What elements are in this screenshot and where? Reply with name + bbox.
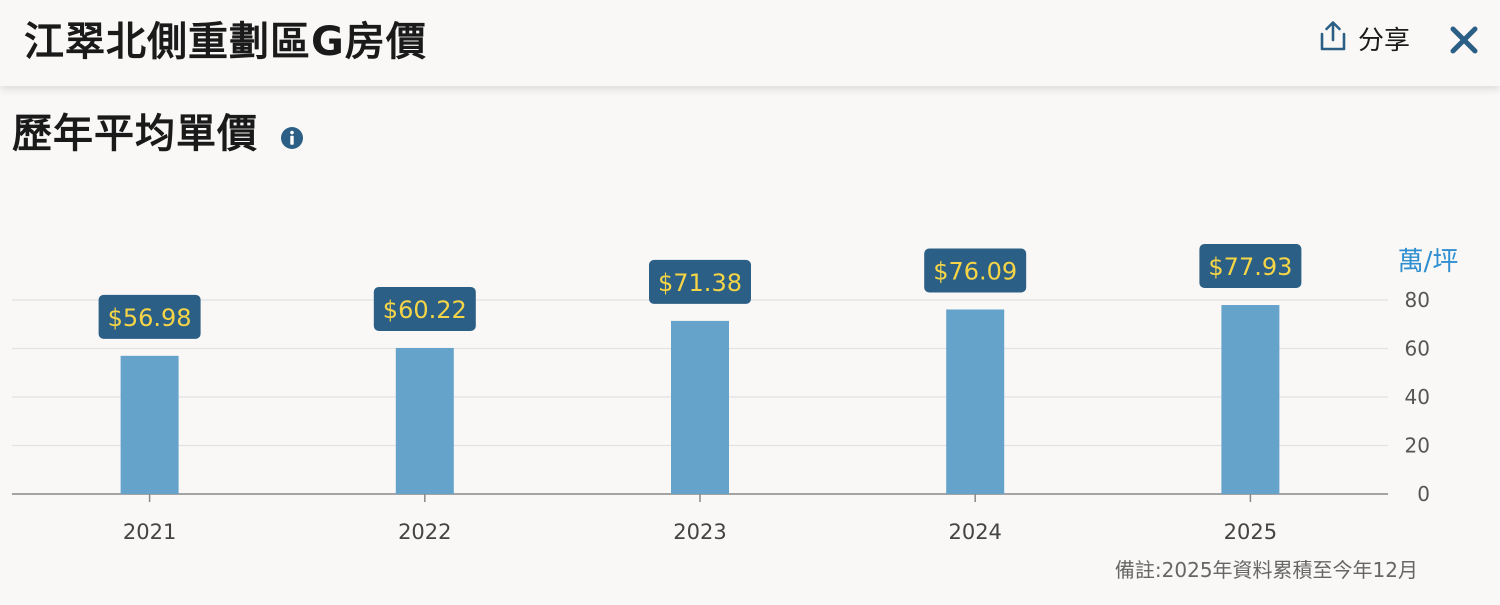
close-icon xyxy=(1446,26,1482,62)
page-title: 江翠北側重劃區G房價 xyxy=(24,19,427,65)
share-button[interactable]: 分享 xyxy=(1316,18,1410,58)
bar-2024 xyxy=(946,309,1005,494)
bar-2023 xyxy=(671,320,729,494)
x-tick-label: 2024 xyxy=(948,520,1001,544)
header-bar: 江翠北側重劃區G房價 分享 xyxy=(0,0,1500,86)
value-badge xyxy=(649,259,751,304)
y-tick-label: 40 xyxy=(1405,385,1430,409)
data-label: $56.98 xyxy=(108,304,192,332)
value-badge xyxy=(924,248,1027,293)
value-badge xyxy=(1199,244,1302,289)
bar-2025 xyxy=(1221,305,1280,494)
share-label: 分享 xyxy=(1358,25,1411,56)
y-tick-label: 0 xyxy=(1417,482,1430,506)
data-label: $60.22 xyxy=(383,296,467,324)
data-label: $76.09 xyxy=(933,257,1017,285)
value-badge xyxy=(373,286,476,331)
x-tick-label: 2021 xyxy=(123,520,176,544)
bar-2022 xyxy=(395,347,454,494)
info-icon[interactable] xyxy=(280,126,304,150)
close-button[interactable] xyxy=(1446,22,1482,58)
data-label: $71.38 xyxy=(658,269,742,297)
x-tick-label: 2023 xyxy=(673,520,726,544)
x-tick-label: 2025 xyxy=(1224,520,1277,544)
bar-2021 xyxy=(120,355,179,494)
value-badge xyxy=(98,294,201,339)
y-tick-label: 60 xyxy=(1405,337,1430,361)
x-tick-label: 2022 xyxy=(398,520,451,544)
y-tick-label: 80 xyxy=(1405,288,1430,312)
section-title: 歷年平均單價 xyxy=(12,111,258,157)
y-tick-label: 20 xyxy=(1405,434,1430,458)
data-label: $77.93 xyxy=(1208,253,1292,281)
footnote: 備註:2025年資料累積至今年12月 xyxy=(1114,558,1418,582)
y-axis-unit-label: 萬/坪 xyxy=(1398,247,1459,277)
share-icon xyxy=(1316,19,1350,57)
